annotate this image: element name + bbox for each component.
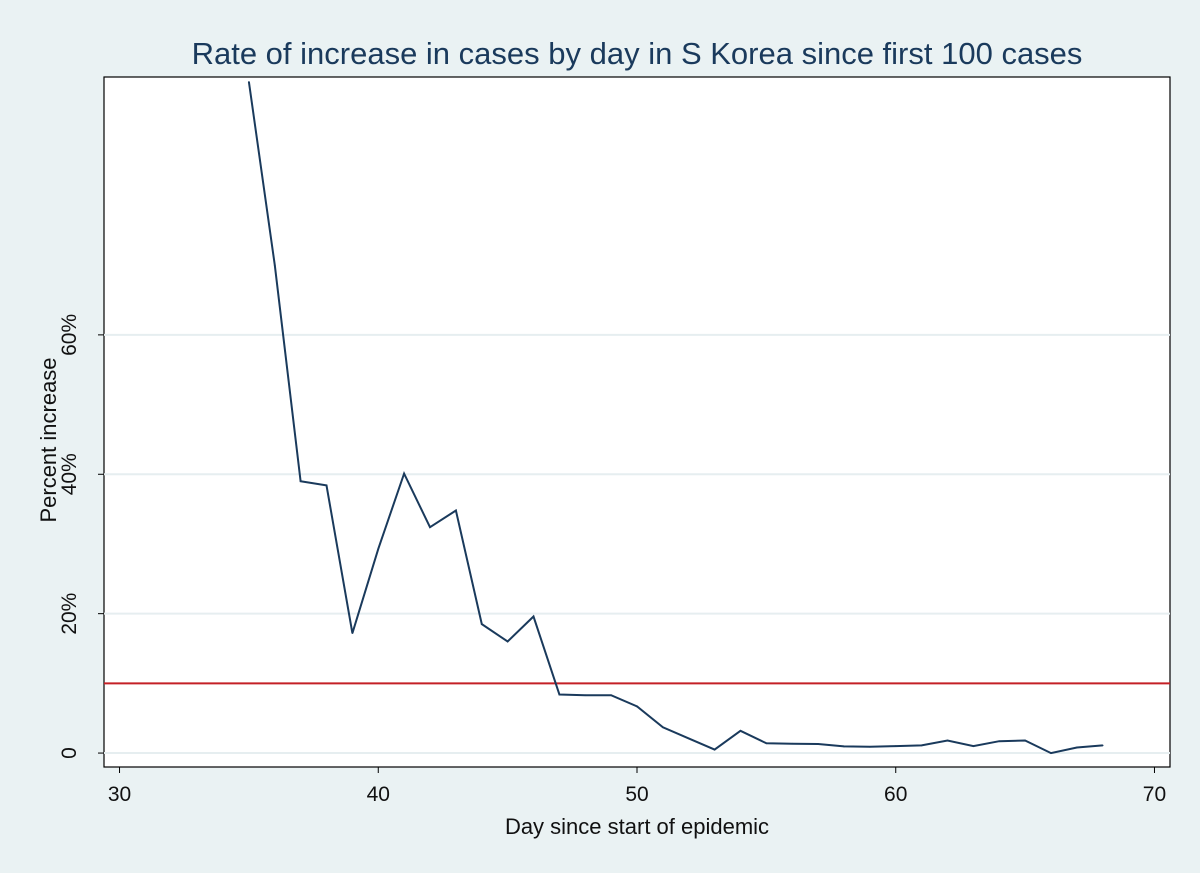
data-point	[480, 623, 483, 625]
data-point	[1101, 744, 1104, 747]
data-point	[273, 264, 276, 266]
series-line-0	[247, 81, 1103, 755]
x-tick-label: 60	[884, 783, 907, 806]
data-point	[946, 739, 949, 742]
data-point	[662, 726, 664, 729]
data-point	[1076, 746, 1078, 749]
data-point	[869, 745, 871, 748]
data-point	[532, 615, 535, 618]
y-axis-label: Percent increase	[36, 357, 61, 522]
data-point	[791, 742, 794, 745]
data-point	[248, 81, 250, 83]
data-point	[739, 729, 742, 732]
y-tick-label: 60%	[58, 314, 81, 356]
x-axis-label: Day since start of epidemic	[505, 814, 769, 839]
data-point	[610, 694, 612, 697]
data-point	[894, 745, 897, 747]
data-point	[584, 694, 587, 697]
x-axis: 30 40 50 60 70	[108, 767, 1166, 806]
data-point	[351, 632, 354, 634]
data-point	[713, 748, 716, 751]
y-axis: 0 20% 40% 60%	[58, 314, 104, 759]
data-point	[377, 548, 380, 550]
y-tick-label: 0	[58, 747, 81, 759]
data-point	[687, 737, 690, 740]
data-point	[558, 693, 561, 696]
data-point	[455, 509, 457, 512]
data-point	[325, 484, 328, 487]
data-point	[299, 480, 302, 483]
y-tick-label: 20%	[58, 593, 81, 635]
x-tick-label: 40	[367, 783, 390, 806]
data-point	[998, 740, 1001, 743]
series-group	[247, 81, 1104, 755]
gridlines	[104, 333, 1170, 755]
data-point	[506, 640, 509, 643]
data-point	[1024, 739, 1026, 742]
x-tick-label: 50	[625, 783, 648, 806]
data-point	[429, 526, 431, 529]
data-point	[403, 472, 405, 475]
x-tick-label: 70	[1143, 783, 1166, 806]
chart-title: Rate of increase in cases by day in S Ko…	[192, 36, 1083, 71]
data-point	[972, 745, 975, 747]
y-tick-label: 40%	[58, 453, 81, 495]
data-point	[817, 743, 819, 745]
data-point	[920, 744, 923, 747]
data-point	[636, 705, 638, 708]
x-tick-label: 30	[108, 783, 131, 806]
plot-area	[103, 76, 1171, 768]
data-point	[1050, 752, 1052, 754]
data-point	[843, 745, 845, 748]
data-point	[765, 742, 768, 745]
